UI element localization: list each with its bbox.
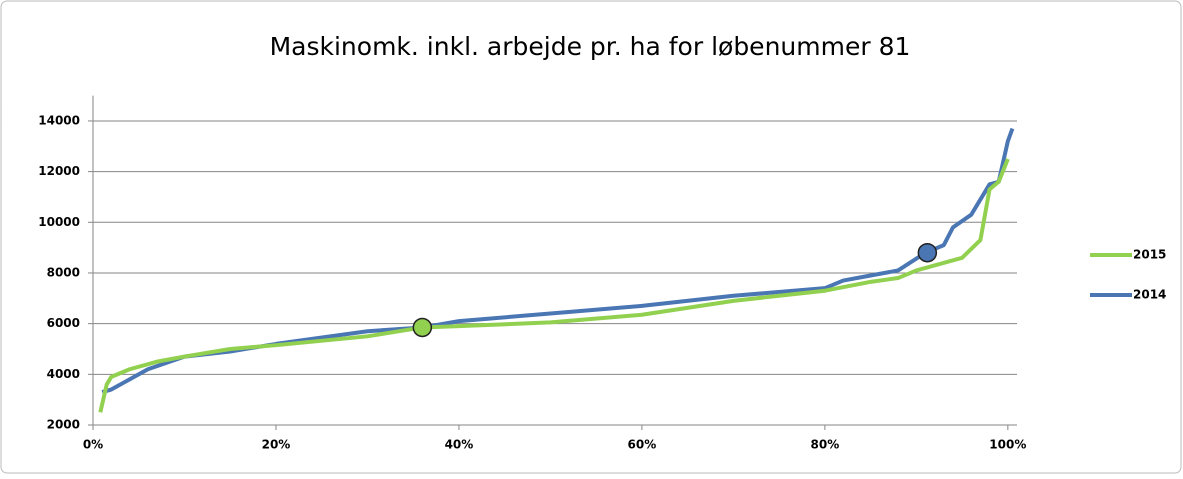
series-line	[98, 158, 1010, 413]
y-tick-label: 2000	[47, 418, 80, 432]
y-tick-label: 4000	[47, 367, 80, 381]
y-tick-label: 14000	[38, 113, 80, 127]
y-tick-label: 10000	[38, 215, 80, 229]
x-tick-label: 20%	[262, 438, 291, 452]
highlight-marker	[917, 242, 938, 263]
legend-label: 2014	[1133, 288, 1166, 302]
chart-title: Maskinomk. inkl. arbejde pr. ha for løbe…	[270, 32, 911, 61]
x-tick-label: 40%	[445, 438, 474, 452]
y-tick-label: 6000	[47, 316, 80, 330]
y-tick-label: 12000	[38, 164, 80, 178]
x-tick-label: 80%	[811, 438, 840, 452]
legend-label: 2015	[1133, 248, 1166, 262]
highlight-marker	[412, 317, 433, 338]
x-tick-label: 100%	[989, 438, 1026, 452]
x-tick-label: 0%	[83, 438, 103, 452]
x-tick-label: 60%	[628, 438, 657, 452]
y-tick-label: 8000	[47, 265, 80, 279]
